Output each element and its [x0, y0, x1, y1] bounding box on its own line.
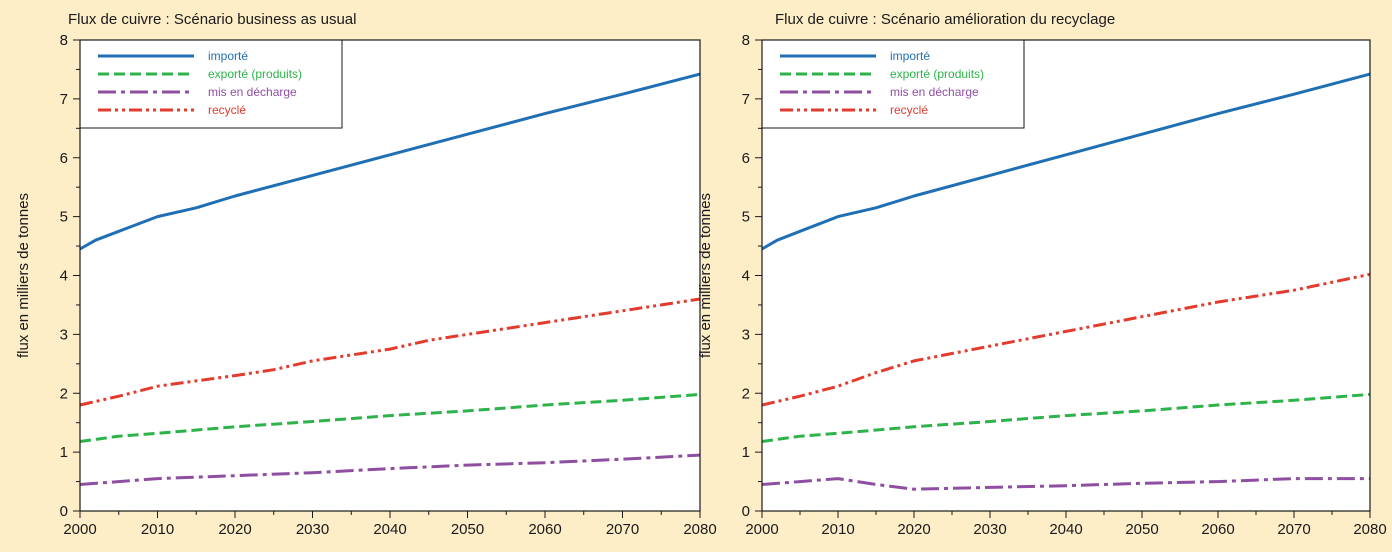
series-line-2 — [761, 392, 1371, 443]
y-tick-label: 4 — [60, 268, 68, 285]
x-tick-label: 2060 — [1201, 521, 1234, 538]
x-tick-label: 2040 — [1049, 521, 1082, 538]
y-tick-label: 2 — [742, 385, 750, 402]
y-tick-label: 3 — [742, 326, 750, 343]
y-tick-label: 2 — [60, 385, 68, 402]
chart-title: Flux de cuivre : Scénario business as us… — [68, 11, 356, 28]
y-tick-label: 6 — [60, 150, 68, 167]
x-tick-label: 2080 — [683, 521, 716, 538]
legend: importé exporté (produits) mis en décharge… — [79, 39, 343, 129]
x-tick-label: 2050 — [451, 521, 484, 538]
y-tick-label: 7 — [60, 91, 68, 108]
legend-label: mis en décharge — [890, 85, 979, 99]
x-tick-label: 2010 — [821, 521, 854, 538]
y-tick-label: 1 — [742, 444, 750, 461]
series-line-1 — [761, 72, 1371, 251]
x-tick-label: 2020 — [218, 521, 251, 538]
legend: importé exporté (produits) mis en décharge… — [761, 39, 1025, 129]
x-tick-label: 2030 — [296, 521, 329, 538]
series-line-3 — [79, 453, 701, 486]
series-line-4 — [761, 272, 1371, 407]
y-tick-label: 8 — [60, 32, 68, 49]
x-tick-label: 2080 — [1353, 521, 1386, 538]
legend-label: importé — [208, 49, 248, 63]
legend-label: mis en décharge — [208, 85, 297, 99]
x-tick-label: 2000 — [745, 521, 778, 538]
y-tick-label: 5 — [742, 209, 750, 226]
x-tick-label: 2020 — [897, 521, 930, 538]
chart-panel-2: Flux de cuivre : Scénario amélioration d… — [697, 11, 1387, 538]
x-tick-label: 2070 — [1277, 521, 1310, 538]
legend-label: recyclé — [890, 103, 928, 117]
series-line-4 — [79, 297, 701, 407]
y-axis-label: flux en milliers de tonnes — [697, 193, 714, 358]
x-tick-label: 2030 — [973, 521, 1006, 538]
x-tick-label: 2000 — [63, 521, 96, 538]
y-tick-label: 7 — [742, 91, 750, 108]
y-tick-label: 8 — [742, 32, 750, 49]
series-line-3 — [761, 477, 1370, 491]
legend-label: exporté (produits) — [890, 67, 984, 81]
y-tick-label: 6 — [742, 150, 750, 167]
y-tick-label: 1 — [60, 444, 68, 461]
plot-frame — [761, 39, 1371, 512]
y-tick-label: 0 — [60, 503, 68, 520]
x-tick-label: 2040 — [373, 521, 406, 538]
x-tick-label: 2070 — [606, 521, 639, 538]
x-tick-label: 2010 — [141, 521, 174, 538]
x-tick-label: 2060 — [528, 521, 561, 538]
series-line-1 — [79, 72, 701, 251]
legend-label: recyclé — [208, 103, 246, 117]
y-tick-label: 0 — [742, 503, 750, 520]
legend-label: exporté (produits) — [208, 67, 302, 81]
legend-label: importé — [890, 49, 930, 63]
y-tick-label: 5 — [60, 209, 68, 226]
y-tick-label: 3 — [60, 326, 68, 343]
chart-panel-1: Flux de cuivre : Scénario business as us… — [15, 11, 717, 538]
series-line-2 — [79, 392, 701, 443]
plot-frame — [79, 39, 701, 512]
chart-title: Flux de cuivre : Scénario amélioration d… — [775, 11, 1115, 28]
x-tick-label: 2050 — [1125, 521, 1158, 538]
y-tick-label: 4 — [742, 268, 750, 285]
y-axis-label: flux en milliers de tonnes — [15, 193, 32, 358]
